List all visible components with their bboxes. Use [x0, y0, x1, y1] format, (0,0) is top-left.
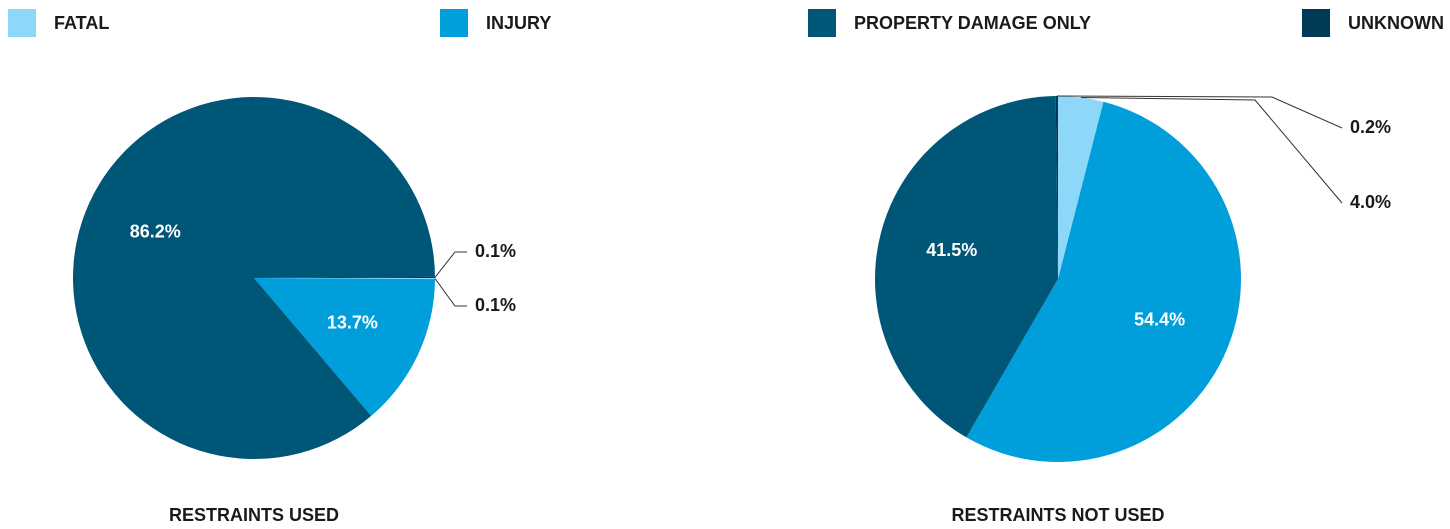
legend-swatch	[1302, 9, 1330, 37]
legend-label: PROPERTY DAMAGE ONLY	[854, 13, 1091, 33]
pie-slice	[875, 96, 1058, 438]
data-label: 0.1%	[475, 295, 516, 315]
pie-slice	[1055, 96, 1058, 279]
legend-label: FATAL	[54, 13, 109, 33]
data-label: 86.2%	[130, 221, 181, 241]
chart-title: RESTRAINTS USED	[169, 505, 339, 525]
leader-line	[434, 278, 467, 307]
pie-slice	[1058, 96, 1104, 279]
data-label: 4.0%	[1350, 192, 1391, 212]
pie-slice	[254, 278, 435, 280]
data-label: 0.2%	[1350, 117, 1391, 137]
pie-slice	[73, 97, 435, 459]
data-label: 0.1%	[475, 241, 516, 261]
data-label: 13.7%	[327, 313, 378, 333]
data-label: 41.5%	[926, 240, 977, 260]
pie-slice	[254, 276, 435, 278]
legend-swatch	[440, 9, 468, 37]
legend-label: UNKNOWN	[1348, 13, 1444, 33]
pie-slice	[254, 278, 435, 416]
chart-title: RESTRAINTS NOT USED	[951, 505, 1164, 525]
leader-line	[1056, 95, 1343, 129]
leader-line	[434, 251, 467, 278]
legend-swatch	[808, 9, 836, 37]
data-label: 54.4%	[1134, 309, 1185, 329]
legend-label: INJURY	[486, 13, 551, 33]
legend-swatch	[8, 9, 36, 37]
pie-slice	[966, 101, 1242, 463]
leader-line	[1080, 96, 1343, 204]
